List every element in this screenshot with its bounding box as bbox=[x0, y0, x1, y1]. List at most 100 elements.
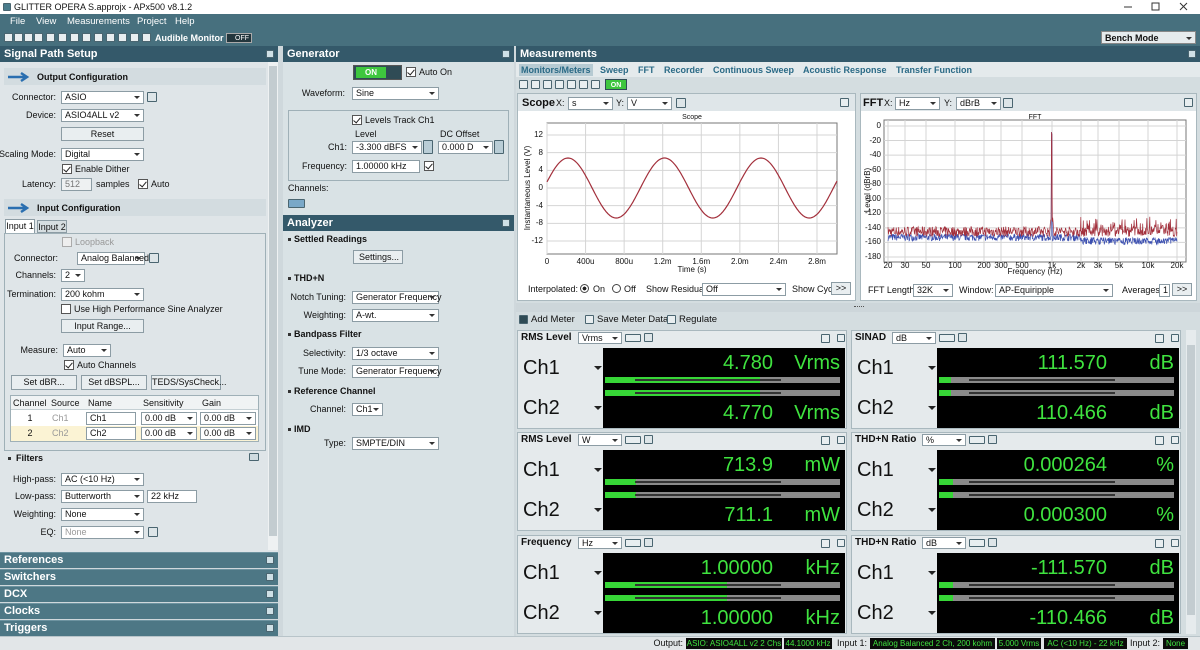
dropdown[interactable]: Hz bbox=[578, 537, 622, 549]
dropdown[interactable]: dB bbox=[892, 332, 936, 344]
dropdown[interactable]: s bbox=[568, 96, 613, 110]
dropdown[interactable]: Analog Balanced bbox=[77, 251, 149, 265]
dropdown-arrow[interactable] bbox=[928, 611, 936, 619]
close-icon[interactable] bbox=[837, 334, 845, 342]
toolbar-icon[interactable] bbox=[70, 33, 79, 42]
format-icon[interactable] bbox=[939, 334, 955, 342]
pin-icon[interactable] bbox=[502, 219, 510, 227]
spinner[interactable] bbox=[494, 140, 504, 154]
accordion-section[interactable] bbox=[0, 620, 278, 636]
dropdown-arrow[interactable] bbox=[594, 366, 602, 374]
text-field[interactable]: 512 bbox=[61, 177, 92, 191]
toolbar-icon[interactable] bbox=[555, 80, 564, 89]
settings-icon[interactable] bbox=[988, 435, 997, 444]
menu-item[interactable]: File bbox=[10, 16, 26, 27]
toolbar-icon[interactable] bbox=[591, 80, 600, 89]
checkbox[interactable] bbox=[62, 164, 72, 174]
measurement-tab[interactable]: Continuous Sweep bbox=[713, 65, 794, 75]
text-field[interactable]: 1 bbox=[1159, 283, 1170, 297]
menu-item[interactable]: View bbox=[36, 16, 57, 27]
toolbar-icon[interactable] bbox=[543, 80, 552, 89]
table-cell[interactable]: Ch2 bbox=[86, 426, 136, 440]
toggle-on[interactable]: ON bbox=[605, 79, 627, 90]
dropdown[interactable]: % bbox=[922, 434, 966, 446]
dropdown[interactable]: Generator Frequency bbox=[352, 364, 442, 378]
dropdown[interactable]: Sine bbox=[352, 86, 439, 100]
settings-icon[interactable] bbox=[644, 435, 653, 444]
dropdown[interactable]: Digital bbox=[61, 147, 144, 161]
channel-buttons[interactable] bbox=[288, 199, 305, 208]
format-icon[interactable] bbox=[625, 334, 641, 342]
checkbox[interactable] bbox=[352, 115, 362, 125]
close-icon[interactable] bbox=[837, 539, 845, 547]
mode-selector[interactable] bbox=[1101, 31, 1196, 44]
measurement-tab[interactable]: Monitors/Meters bbox=[519, 64, 593, 76]
measurement-tab[interactable]: Recorder bbox=[664, 65, 704, 75]
dropdown[interactable]: ASIO4ALL v2 bbox=[61, 108, 144, 122]
dropdown[interactable]: W bbox=[578, 434, 622, 446]
checkbox[interactable] bbox=[138, 179, 148, 189]
dropdown[interactable]: None bbox=[61, 525, 144, 539]
table-cell[interactable]: 0.00 dB bbox=[141, 411, 197, 425]
add-icon[interactable] bbox=[519, 315, 528, 324]
toolbar-icon[interactable] bbox=[46, 33, 55, 42]
checkbox[interactable] bbox=[64, 360, 74, 370]
settings-icon[interactable] bbox=[676, 98, 686, 108]
expand-icon[interactable] bbox=[821, 334, 830, 343]
dropdown[interactable]: dB bbox=[922, 537, 966, 549]
expand-icon[interactable] bbox=[1155, 334, 1164, 343]
expand-icon[interactable] bbox=[266, 573, 274, 581]
measurement-tab[interactable]: Transfer Function bbox=[896, 65, 973, 75]
text-field[interactable]: 1.00000 kHz bbox=[352, 159, 420, 173]
table-cell[interactable]: 0.00 dB bbox=[200, 426, 256, 440]
format-icon[interactable] bbox=[625, 539, 641, 547]
toolbar-icon[interactable] bbox=[519, 80, 528, 89]
dropdown[interactable]: AC (<10 Hz) bbox=[61, 472, 144, 486]
spinner[interactable] bbox=[423, 140, 433, 154]
dropdown[interactable]: 0.000 D bbox=[438, 140, 493, 154]
format-icon[interactable] bbox=[625, 436, 641, 444]
toolbar-icon[interactable] bbox=[58, 33, 67, 42]
toolbar-button[interactable]: Regulate bbox=[679, 314, 718, 325]
radio[interactable] bbox=[580, 284, 589, 293]
pin-icon[interactable] bbox=[502, 50, 510, 58]
regulate-icon[interactable] bbox=[667, 315, 676, 324]
dropdown[interactable]: ASIO bbox=[61, 90, 144, 104]
dropdown-arrow[interactable] bbox=[594, 571, 602, 579]
table-cell[interactable]: 0.00 dB bbox=[141, 426, 197, 440]
checkbox[interactable] bbox=[62, 237, 72, 247]
dropdown[interactable]: -3.300 dBFS bbox=[352, 140, 422, 154]
dropdown-arrow[interactable] bbox=[928, 508, 936, 516]
dropdown[interactable]: A-wt. bbox=[352, 308, 439, 322]
toolbar-button[interactable]: Save Meter Data bbox=[597, 314, 669, 325]
settings-icon[interactable] bbox=[644, 538, 653, 547]
menu-item[interactable]: Help bbox=[175, 16, 195, 27]
measurement-tab[interactable]: Acoustic Response bbox=[803, 65, 887, 75]
close-icon[interactable] bbox=[837, 436, 845, 444]
toolbar-icon[interactable] bbox=[567, 80, 576, 89]
toolbar-button[interactable]: Add Meter bbox=[531, 314, 575, 325]
dropdown[interactable]: 200 kohm bbox=[61, 287, 144, 301]
table-cell[interactable]: 0.00 dB bbox=[200, 411, 256, 425]
close-icon[interactable] bbox=[1171, 539, 1179, 547]
toolbar-icon[interactable] bbox=[142, 33, 151, 42]
button[interactable]: TEDS/SysCheck... bbox=[151, 374, 227, 390]
tab[interactable]: Input 2 bbox=[37, 220, 67, 233]
save-icon[interactable] bbox=[585, 315, 594, 324]
dropdown[interactable]: Off bbox=[702, 282, 786, 296]
toolbar-icon[interactable] bbox=[82, 33, 91, 42]
toolbar-icon[interactable] bbox=[579, 80, 588, 89]
dropdown[interactable]: V bbox=[627, 96, 672, 110]
settings-icon[interactable] bbox=[988, 538, 997, 547]
dropdown-arrow[interactable] bbox=[928, 468, 936, 476]
close-icon[interactable] bbox=[1171, 334, 1179, 342]
button[interactable]: Set dBR... bbox=[11, 374, 77, 390]
toolbar-icon[interactable] bbox=[34, 33, 43, 42]
button[interactable]: Input Range... bbox=[61, 319, 144, 333]
monitor-toggle[interactable]: OFF bbox=[226, 33, 252, 43]
text-field[interactable]: 22 kHz bbox=[147, 489, 197, 503]
pin-icon[interactable] bbox=[1188, 50, 1196, 58]
toolbar-icon[interactable] bbox=[531, 80, 540, 89]
dropdown[interactable]: Vrms bbox=[578, 332, 622, 344]
settings-icon[interactable] bbox=[644, 333, 653, 342]
